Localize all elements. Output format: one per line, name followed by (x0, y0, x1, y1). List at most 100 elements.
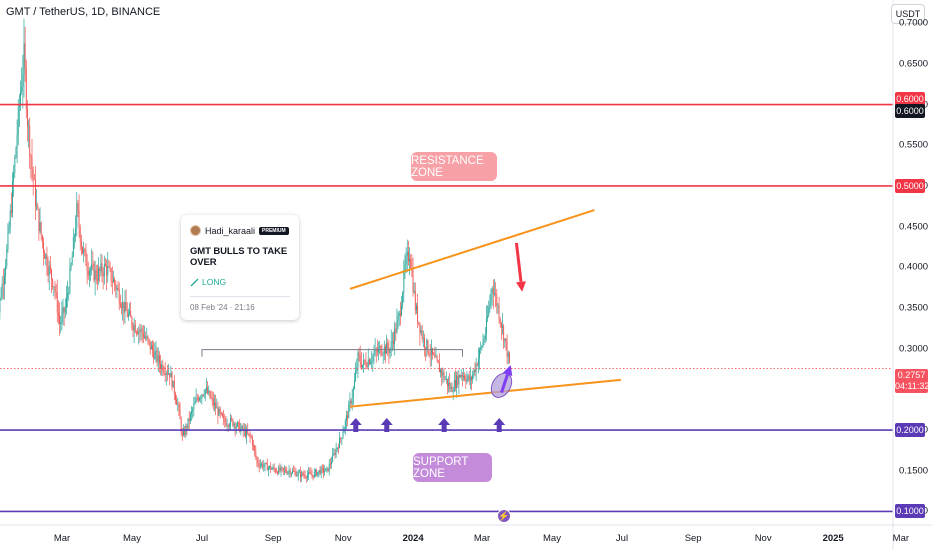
candle-body (305, 477, 307, 478)
candle-body (259, 464, 261, 467)
candle-body (95, 270, 97, 280)
candle-body (449, 382, 451, 389)
candle-body (294, 471, 296, 473)
candle-body (205, 387, 207, 390)
y-tick-label: 0.3000 (899, 343, 929, 355)
candle-body (204, 389, 206, 396)
candle-body (87, 270, 89, 276)
candle-body (242, 426, 244, 431)
candle-body (337, 447, 339, 449)
candle-body (107, 266, 109, 276)
candle-body (168, 373, 170, 375)
candle-body (500, 323, 502, 328)
arrow-up-shaft (500, 373, 509, 394)
candle-body (403, 269, 405, 293)
idea-direction: LONG (190, 277, 290, 287)
candle-body (91, 263, 93, 270)
candle-body (450, 386, 452, 389)
candle-body (85, 249, 87, 266)
candle-body (69, 267, 71, 293)
candle-body (44, 252, 46, 259)
idea-card[interactable]: Hadi_karaali PREMIUM GMT BULLS TO TAKE O… (181, 215, 299, 320)
candle-body (273, 467, 275, 470)
x-tick-label: Mar (53, 533, 71, 544)
candle-body (446, 378, 448, 386)
candle-body (463, 375, 464, 377)
y-tick-label: 0.6500 (899, 58, 929, 70)
candle-body (131, 317, 133, 326)
candle-body (357, 352, 359, 368)
candle-body (39, 222, 41, 232)
candle-body (333, 452, 335, 455)
arrow-up-head (502, 364, 513, 377)
y-tick-label: 0.4000 (899, 261, 929, 273)
resistance-zone-label: RESISTANCE ZONE (411, 152, 497, 181)
candle-body (26, 109, 28, 126)
candle-body (329, 463, 331, 465)
candle-body (491, 288, 493, 293)
candle-body (366, 366, 368, 368)
candle-body (345, 415, 347, 421)
upper-trendline (349, 209, 595, 290)
candle-body (372, 355, 374, 362)
last-price-badge: 0.2757 04:11:32 (895, 369, 929, 393)
candle-body (494, 293, 495, 295)
candle-body (308, 471, 310, 475)
candle-body (319, 470, 321, 474)
candle-body (63, 307, 65, 313)
candle-body (499, 319, 501, 324)
candle-body (246, 430, 248, 437)
candle-body (36, 205, 38, 207)
candle-body (323, 467, 324, 473)
candle-body (225, 422, 227, 426)
candle-body (371, 361, 373, 362)
candle-body (479, 349, 481, 359)
candle-body (348, 404, 350, 419)
candle-body (270, 466, 272, 470)
candle-body (396, 320, 398, 333)
x-tick-label: Jul (615, 533, 629, 544)
candle-body (347, 415, 349, 419)
y-tick-label: 0.4500 (899, 221, 929, 233)
candle-body (502, 325, 503, 328)
candle-body (393, 341, 394, 344)
candle-body (123, 301, 125, 313)
candle-body (173, 380, 175, 395)
candle-body (162, 364, 164, 372)
candle-body (443, 372, 445, 380)
candle-body (99, 268, 101, 272)
flash-icon[interactable]: ⚡ (497, 509, 511, 523)
candle-body (435, 356, 437, 358)
symbol-title[interactable]: GMT / TetherUS, 1D, BINANCE (6, 6, 161, 18)
idea-author[interactable]: Hadi_karaali (205, 225, 256, 236)
candle-body (285, 469, 287, 472)
candle-body (125, 302, 127, 311)
candle-body (269, 466, 271, 468)
candle-body (152, 345, 153, 351)
candle-body (72, 237, 74, 257)
candle-body (421, 330, 423, 339)
candle-body (505, 338, 507, 342)
x-tick-label: May (123, 533, 141, 544)
candle-body (15, 148, 17, 158)
candle-body (18, 104, 20, 107)
price-level-badge: 0.1000 (895, 504, 925, 519)
candle-body (70, 265, 72, 268)
candle-body (8, 227, 10, 231)
candle-body (442, 372, 444, 376)
currency-button[interactable]: USDT (891, 4, 925, 24)
idea-title[interactable]: GMT BULLS TO TAKE OVER (190, 246, 288, 268)
candle-body (335, 448, 337, 455)
candle-body (437, 360, 439, 364)
candle-body (137, 332, 139, 334)
candle-body (96, 279, 98, 281)
candle-body (341, 438, 343, 439)
candle-body (272, 467, 274, 469)
candle-body (290, 473, 292, 475)
candle-body (166, 372, 168, 375)
candle-body (150, 345, 152, 350)
idea-date: 08 Feb '24 · 21:16 (190, 303, 255, 312)
candle-body (24, 43, 26, 68)
candle-body (153, 350, 155, 359)
